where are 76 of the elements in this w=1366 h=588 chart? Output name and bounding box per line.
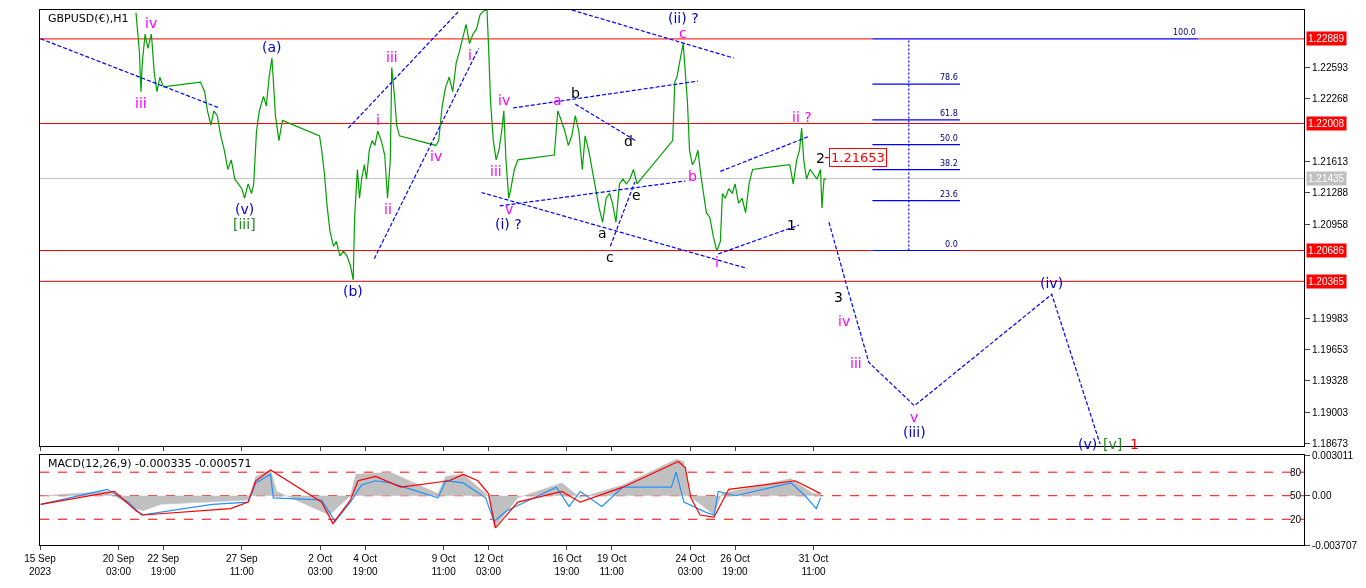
series-label: 50.0	[940, 134, 958, 143]
annotation: iv	[145, 15, 158, 31]
annotation: d	[624, 133, 633, 149]
annotation: (i) ?	[495, 216, 522, 232]
x-tick-label: 9 Oct 11:00	[431, 553, 457, 578]
annotation: c	[679, 25, 687, 41]
x-tick-label: 19 Oct 11:00	[597, 553, 627, 578]
x-tick-label: 31 Oct 11:00	[798, 553, 829, 578]
line-series	[135, 10, 827, 281]
x-tick-label: 4 Oct 19:00	[352, 553, 379, 578]
y2-tick-label: 20	[1289, 513, 1302, 525]
annotation: 3	[834, 289, 843, 305]
annotation: iii	[490, 163, 502, 179]
y-tick-label: 1.19983	[1312, 312, 1349, 324]
x-tick-label: 26 Oct 19:00	[720, 553, 751, 578]
y-tick-label: 1.19653	[1312, 344, 1349, 356]
annotation: v	[910, 409, 919, 425]
annotation: [iii]	[233, 216, 256, 232]
annotation: a	[553, 92, 562, 108]
y-tick-label: 1.19328	[1312, 375, 1349, 387]
annotation: iv	[498, 92, 511, 108]
ref-line-label: 1.22889	[1308, 33, 1345, 44]
annotation: b	[688, 168, 697, 184]
x-tick-label: 12 Oct 03:00	[473, 553, 504, 578]
annotation: i	[715, 254, 719, 270]
annotation: (a)	[262, 39, 282, 55]
annotation: iv	[838, 313, 851, 329]
chart-title: GBPUSD(€),H1	[48, 12, 129, 25]
annotation: a	[598, 225, 607, 241]
y-tick-label: 1.22268	[1312, 93, 1349, 105]
series-label: 100.0	[1173, 28, 1196, 37]
annotation: (iii)	[903, 424, 926, 440]
y-tick-label: 1.21288	[1312, 187, 1349, 199]
x-tick-label: 27 Sep 11:00	[225, 553, 259, 578]
y-tick-label: 0.00	[1312, 490, 1332, 502]
annotation: (ii) ?	[668, 10, 699, 26]
annotation: ii ?	[792, 109, 812, 125]
annotation: v	[505, 201, 514, 217]
ref-line-label: 1.21435	[1308, 173, 1345, 184]
x-tick-label: 15 Sep 2023	[24, 553, 57, 578]
x-tick-label: 22 Sep 19:00	[147, 553, 180, 578]
annotation: b	[571, 85, 580, 101]
x-tick-label: 24 Oct 03:00	[675, 553, 706, 578]
annotation: iv	[430, 148, 443, 164]
x-tick-label: 20 Sep 03:00	[102, 553, 135, 578]
y-tick-label: 1.20958	[1312, 218, 1349, 230]
x-tick-label: 2 Oct 03:00	[307, 553, 334, 578]
annotation: i	[468, 47, 472, 63]
y2-tick-label: 80	[1289, 466, 1302, 478]
ref-line-label: 1.20365	[1308, 276, 1345, 287]
series-label: 61.8	[940, 109, 958, 118]
annotation: (b)	[343, 283, 363, 299]
ref-line-label: 1.20686	[1308, 245, 1345, 256]
y-tick-label: -0.003707	[1312, 539, 1358, 551]
annotation: iii	[386, 49, 398, 65]
x-tick-label: 16 Oct 19:00	[552, 553, 582, 578]
annotation: iii	[850, 355, 862, 371]
series-label: 23.6	[940, 190, 958, 199]
y-tick-label: 1.19003	[1312, 406, 1349, 418]
annotation: e	[632, 187, 641, 203]
annotation: iii	[135, 95, 147, 111]
annotation: (v)	[235, 201, 255, 217]
annotation: 2	[816, 150, 825, 166]
series-label: 1.21653	[831, 150, 885, 165]
series-label: 0.0	[945, 240, 958, 249]
annotation: c	[606, 249, 614, 265]
y-tick-label: 1.21613	[1312, 155, 1349, 167]
y-tick-label: 0.003011	[1312, 449, 1354, 461]
y2-tick-label: 50	[1289, 490, 1302, 502]
series-label: 78.6	[940, 73, 958, 82]
ref-line-label: 1.22008	[1308, 118, 1345, 129]
series-label: 38.2	[940, 159, 958, 168]
annotation: ii	[384, 201, 392, 217]
y-tick-label: 1.18673	[1312, 438, 1349, 450]
annotation: i	[376, 112, 380, 128]
y-tick-label: 1.22593	[1312, 61, 1349, 73]
